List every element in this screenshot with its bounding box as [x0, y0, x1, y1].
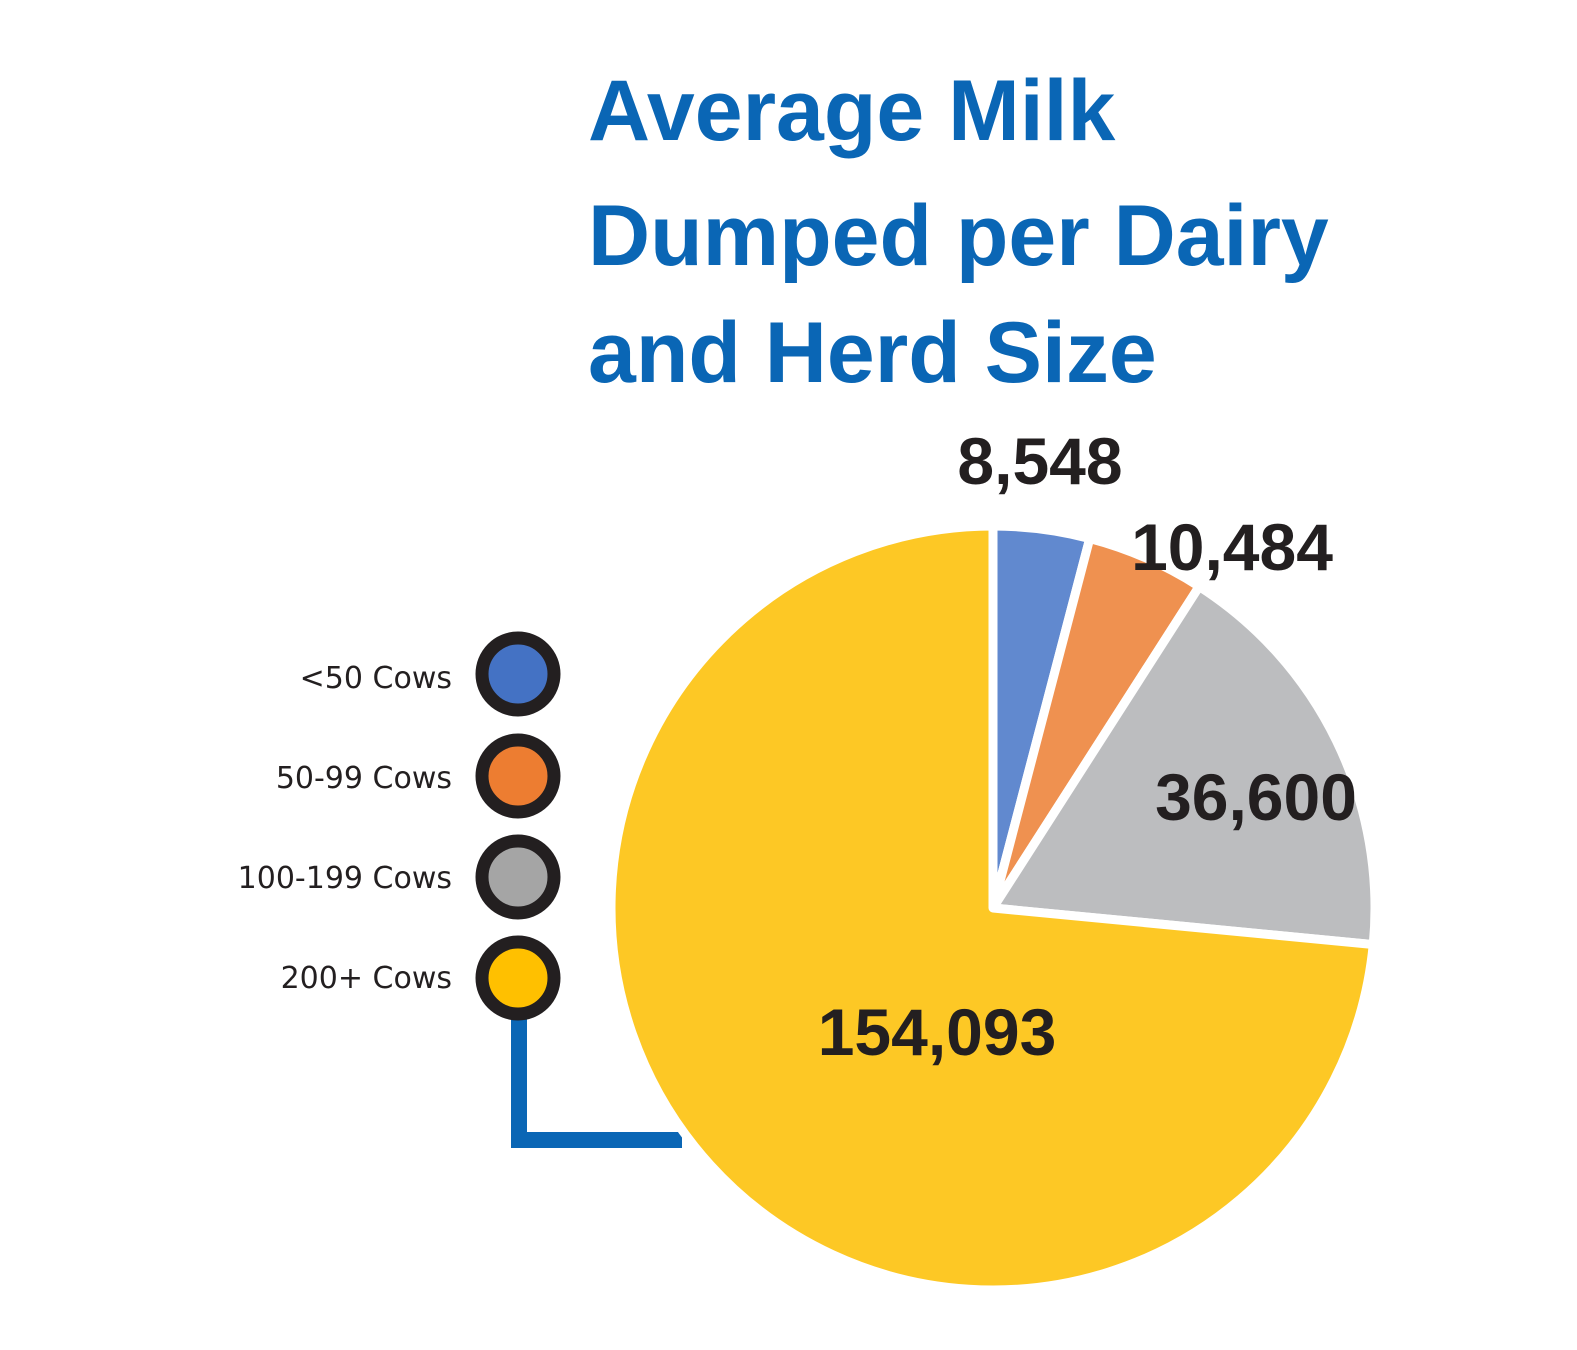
legend-swatch-100-199 — [475, 834, 561, 920]
pie-slice-100-199 — [988, 581, 1380, 950]
chart-title-line-2: Dumped per Dairy — [588, 188, 1329, 284]
legend-item-lt50: <50 Cows — [300, 631, 561, 717]
legend-label-100-199: 100-199 Cows — [238, 861, 452, 896]
chart-title: Average Milk Dumped per Dairy and Herd S… — [588, 63, 1329, 401]
pie-slice-200plus — [606, 521, 1378, 1295]
data-label-50-99: 10,484 — [1131, 510, 1333, 584]
legend-label-50-99: 50-99 Cows — [276, 761, 452, 796]
legend-label-lt50: <50 Cows — [300, 661, 452, 696]
legend: <50 Cows 50-99 Cows 100-199 Cows 200+ Co… — [238, 631, 561, 1021]
data-label-200plus: 154,093 — [818, 995, 1057, 1069]
legend-label-200plus: 200+ Cows — [281, 961, 452, 996]
data-label-lt50: 8,548 — [957, 424, 1122, 498]
pie-slices — [606, 521, 1380, 1295]
data-label-100-199: 36,600 — [1155, 760, 1357, 834]
chart-title-line-1: Average Milk — [588, 63, 1116, 159]
chart-title-line-3: and Herd Size — [588, 305, 1157, 401]
legend-swatch-50-99 — [475, 733, 561, 819]
legend-item-200plus: 200+ Cows — [281, 935, 561, 1021]
legend-swatch-lt50 — [475, 631, 561, 717]
legend-connector-line — [511, 1010, 682, 1148]
legend-item-50-99: 50-99 Cows — [276, 733, 561, 819]
data-labels: 8,548 10,484 36,600 154,093 — [818, 424, 1357, 1069]
legend-item-100-199: 100-199 Cows — [238, 834, 561, 920]
legend-swatch-200plus — [475, 935, 561, 1021]
